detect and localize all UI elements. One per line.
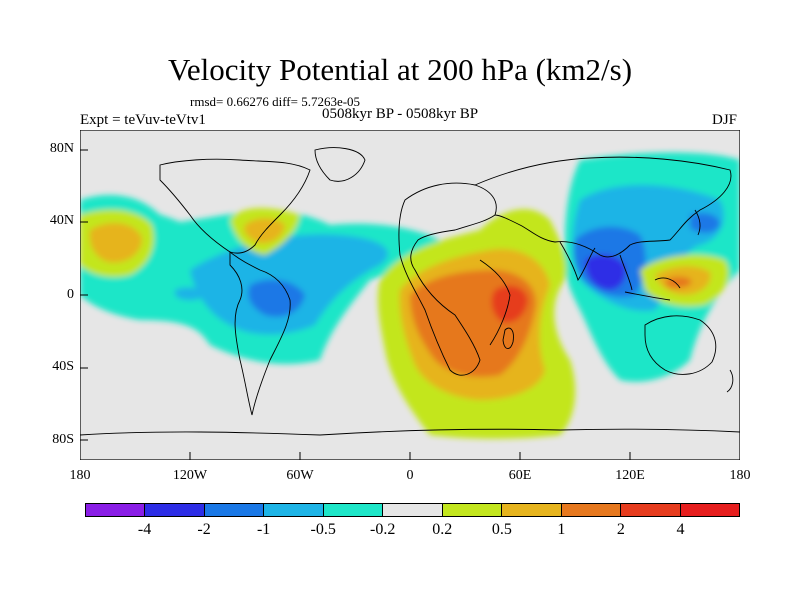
lat-label-80s: 80S xyxy=(52,432,74,447)
colorbar-bin xyxy=(680,504,739,516)
colorbar xyxy=(85,503,740,517)
colorbar-tick-label: -1 xyxy=(256,521,271,538)
colorbar-bin xyxy=(264,504,324,516)
contour-neg-1-americas xyxy=(248,279,305,317)
lat-label-40n: 40N xyxy=(49,213,74,228)
colorbar-bin xyxy=(383,504,443,516)
plot-title: Velocity Potential at 200 hPa (km2/s) xyxy=(167,52,633,87)
colorbar-bin xyxy=(502,504,562,516)
colorbar-bin xyxy=(621,504,681,516)
colorbar-bin xyxy=(86,504,146,516)
colorbar-tick-label: -2 xyxy=(197,521,211,538)
colorbar-tick-label: 4 xyxy=(676,521,685,538)
experiment-label: Expt = teVuv-teVtv1 xyxy=(80,112,206,128)
colorbar-tick-label: 0.2 xyxy=(432,521,453,538)
velocity-potential-map xyxy=(80,130,740,460)
lon-label-60e: 60E xyxy=(508,468,532,483)
filled-contours xyxy=(80,152,740,439)
colorbar-tick-label: -4 xyxy=(137,521,152,538)
period-label: 0508kyr BP - 0508kyr BP xyxy=(322,106,479,122)
contour-pos-1-pacific xyxy=(89,223,142,263)
contour-neg-1-east-asia xyxy=(690,213,720,233)
colorbar-bin xyxy=(145,504,205,516)
lon-label-120e: 120E xyxy=(615,468,645,483)
colorbar-tick-label: 1 xyxy=(557,521,566,538)
contour-pos-2-wpac xyxy=(665,276,692,289)
season-label: DJF xyxy=(712,112,738,128)
colorbar-tick-label: 2 xyxy=(616,521,625,538)
colorbar-bin xyxy=(204,504,265,516)
colorbar-tick-label: -0.2 xyxy=(370,521,396,538)
contour-pos-2-africa xyxy=(491,285,528,323)
colorbar-bin xyxy=(561,504,622,516)
colorbar-bin xyxy=(323,504,384,516)
lat-label-40s: 40S xyxy=(52,359,74,374)
lon-label-60w: 60W xyxy=(286,468,314,483)
colorbar-tick-label: 0.5 xyxy=(491,521,512,538)
lon-label-120w: 120W xyxy=(172,468,208,483)
lon-label-180e: 180 xyxy=(729,468,751,483)
coastlines xyxy=(80,147,740,436)
lon-label-180w: 180 xyxy=(69,468,91,483)
contour-neg-0.5-pacific xyxy=(175,287,205,301)
map-ticks xyxy=(80,149,631,460)
rmsd-diff-label: rmsd= 0.66276 diff= 5.7263e-05 xyxy=(190,94,361,109)
lat-label-0: 0 xyxy=(67,287,74,302)
lat-label-80n: 80N xyxy=(49,141,74,156)
colorbar-tick-label: -0.5 xyxy=(310,521,336,538)
lon-label-0: 0 xyxy=(406,468,414,483)
colorbar-bin xyxy=(442,504,503,516)
contour-neg-2-asia xyxy=(585,254,626,290)
